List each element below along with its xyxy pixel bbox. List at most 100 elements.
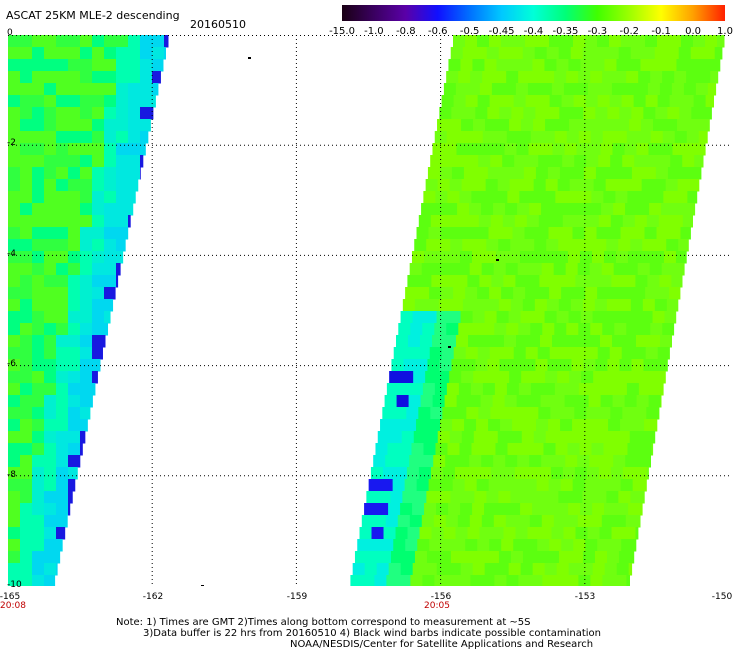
swath-cell bbox=[466, 155, 479, 168]
swath-cell bbox=[32, 551, 45, 564]
swath-cell bbox=[440, 479, 454, 492]
swath-cell bbox=[488, 419, 501, 432]
swath-cell bbox=[68, 419, 81, 432]
swath-cell bbox=[473, 431, 487, 444]
swath-cell bbox=[484, 563, 498, 576]
swath-cell bbox=[485, 119, 498, 132]
swath-cell bbox=[32, 95, 45, 108]
swath-cell bbox=[474, 491, 487, 504]
swath-cell bbox=[116, 131, 129, 144]
swath-cell bbox=[92, 143, 105, 156]
swath-cell bbox=[68, 311, 81, 324]
swath-cell bbox=[44, 179, 57, 192]
swath-cell bbox=[487, 107, 500, 120]
swath-cell bbox=[583, 107, 596, 120]
swath-cell bbox=[432, 143, 445, 156]
swath-cell bbox=[698, 131, 708, 144]
swath-cell bbox=[535, 107, 548, 120]
swath-cell bbox=[592, 59, 605, 72]
swath-cell bbox=[8, 575, 21, 586]
swath-cell bbox=[527, 527, 541, 540]
wind-barb-mark bbox=[248, 57, 251, 59]
swath-cell bbox=[478, 467, 492, 480]
swath-cell bbox=[556, 59, 569, 72]
swath-cell bbox=[496, 59, 509, 72]
swath-cell bbox=[68, 83, 81, 96]
swath-cell bbox=[434, 575, 447, 586]
swath-cell bbox=[578, 323, 591, 336]
swath-cell bbox=[430, 155, 443, 168]
swath-cell bbox=[541, 515, 555, 528]
swath-cell bbox=[451, 359, 464, 372]
swath-cell bbox=[492, 143, 505, 156]
swath-cell bbox=[489, 539, 502, 552]
swath-cell bbox=[438, 491, 451, 504]
swath-cell bbox=[20, 143, 33, 156]
swath-cell bbox=[462, 299, 476, 312]
swath-cell bbox=[648, 395, 662, 408]
swath-cell bbox=[611, 275, 624, 288]
swath-cell bbox=[651, 251, 665, 264]
swath-cell bbox=[586, 215, 600, 228]
swath-cell bbox=[498, 47, 512, 60]
swath-cell bbox=[664, 59, 677, 72]
swath-cell bbox=[657, 95, 671, 108]
swath-cell bbox=[390, 551, 404, 564]
swath-cell bbox=[514, 155, 527, 168]
swath-cell bbox=[511, 107, 524, 120]
swath-cell bbox=[465, 35, 478, 48]
swath-cell bbox=[571, 359, 584, 372]
swath-cell bbox=[610, 467, 624, 480]
swath-cell bbox=[613, 455, 626, 468]
swath-cell bbox=[661, 263, 675, 276]
swath-cell bbox=[104, 95, 117, 108]
swath-cell bbox=[510, 239, 523, 252]
swath-cell bbox=[578, 575, 591, 586]
swath-cell bbox=[417, 287, 430, 300]
swath-cell bbox=[494, 71, 507, 84]
swath-cell bbox=[666, 239, 679, 252]
swath-cell bbox=[128, 47, 141, 60]
swath-cell bbox=[502, 467, 516, 480]
swath-cell bbox=[482, 323, 495, 336]
swath-cell bbox=[657, 287, 670, 300]
swath-cell bbox=[44, 59, 57, 72]
swath-cell bbox=[128, 203, 134, 216]
swath-cell bbox=[561, 539, 574, 552]
swath-cell bbox=[487, 167, 501, 180]
swath-cell bbox=[620, 227, 634, 240]
swath-cell bbox=[455, 527, 469, 540]
swath-cell bbox=[410, 575, 423, 586]
swath-cell bbox=[44, 371, 57, 384]
swath-cell bbox=[499, 107, 512, 120]
swath-cell bbox=[507, 443, 520, 456]
swath-cell bbox=[495, 443, 508, 456]
swath-cell bbox=[560, 419, 573, 432]
swath-cell bbox=[92, 335, 105, 348]
swath-cell bbox=[488, 227, 502, 240]
swath-cells bbox=[8, 35, 725, 586]
swath-cell bbox=[606, 551, 620, 564]
swath-cell bbox=[523, 359, 536, 372]
swath-cell bbox=[447, 191, 460, 204]
swath-cell bbox=[634, 467, 648, 480]
swath-cell bbox=[44, 383, 57, 396]
swath-cell bbox=[526, 467, 540, 480]
swath-cell bbox=[116, 203, 129, 216]
swath-cell bbox=[569, 371, 582, 384]
swath-cell bbox=[567, 191, 580, 204]
swath-cell bbox=[416, 227, 430, 240]
swath-cell bbox=[681, 95, 695, 108]
swath-cell bbox=[490, 467, 504, 480]
swath-cell bbox=[92, 239, 105, 252]
swath-cell bbox=[429, 539, 442, 552]
swath-cell bbox=[68, 215, 81, 228]
swath-cell bbox=[20, 443, 33, 456]
swath-cell bbox=[570, 47, 584, 60]
swath-cell bbox=[448, 503, 461, 516]
swath-cell bbox=[494, 383, 508, 396]
swath-cell bbox=[140, 131, 149, 144]
swath-cell bbox=[8, 107, 21, 120]
swath-cell bbox=[639, 191, 652, 204]
swath-cell bbox=[642, 491, 645, 504]
